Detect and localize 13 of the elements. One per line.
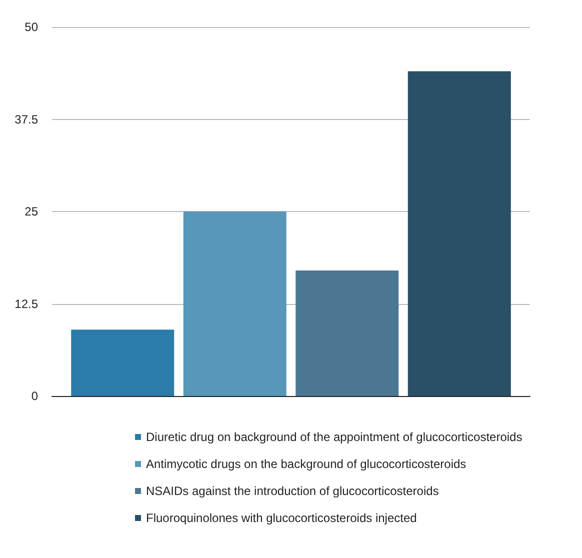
y-tick-label: 37.5: [14, 112, 38, 126]
bar: [183, 212, 286, 396]
legend-label: Diuretic drug on background of the appointment of glucocorticosteroids: [146, 430, 522, 444]
legend-label: Antimycotic drugs on the background of glucocorticosteroids: [146, 457, 466, 471]
bar: [408, 71, 511, 396]
legend-label: Fluoroquinolones with glucocorticosteroids injected: [146, 511, 417, 525]
bar: [296, 270, 399, 396]
y-tick-label: 0: [31, 389, 38, 403]
bar: [71, 330, 174, 396]
y-tick-label: 25: [24, 204, 38, 218]
legend-label: NSAIDs against the introduction of glucocorticosteroids: [146, 484, 439, 498]
y-tick-label: 12.5: [14, 296, 38, 311]
y-tick-label: 50: [24, 20, 38, 34]
